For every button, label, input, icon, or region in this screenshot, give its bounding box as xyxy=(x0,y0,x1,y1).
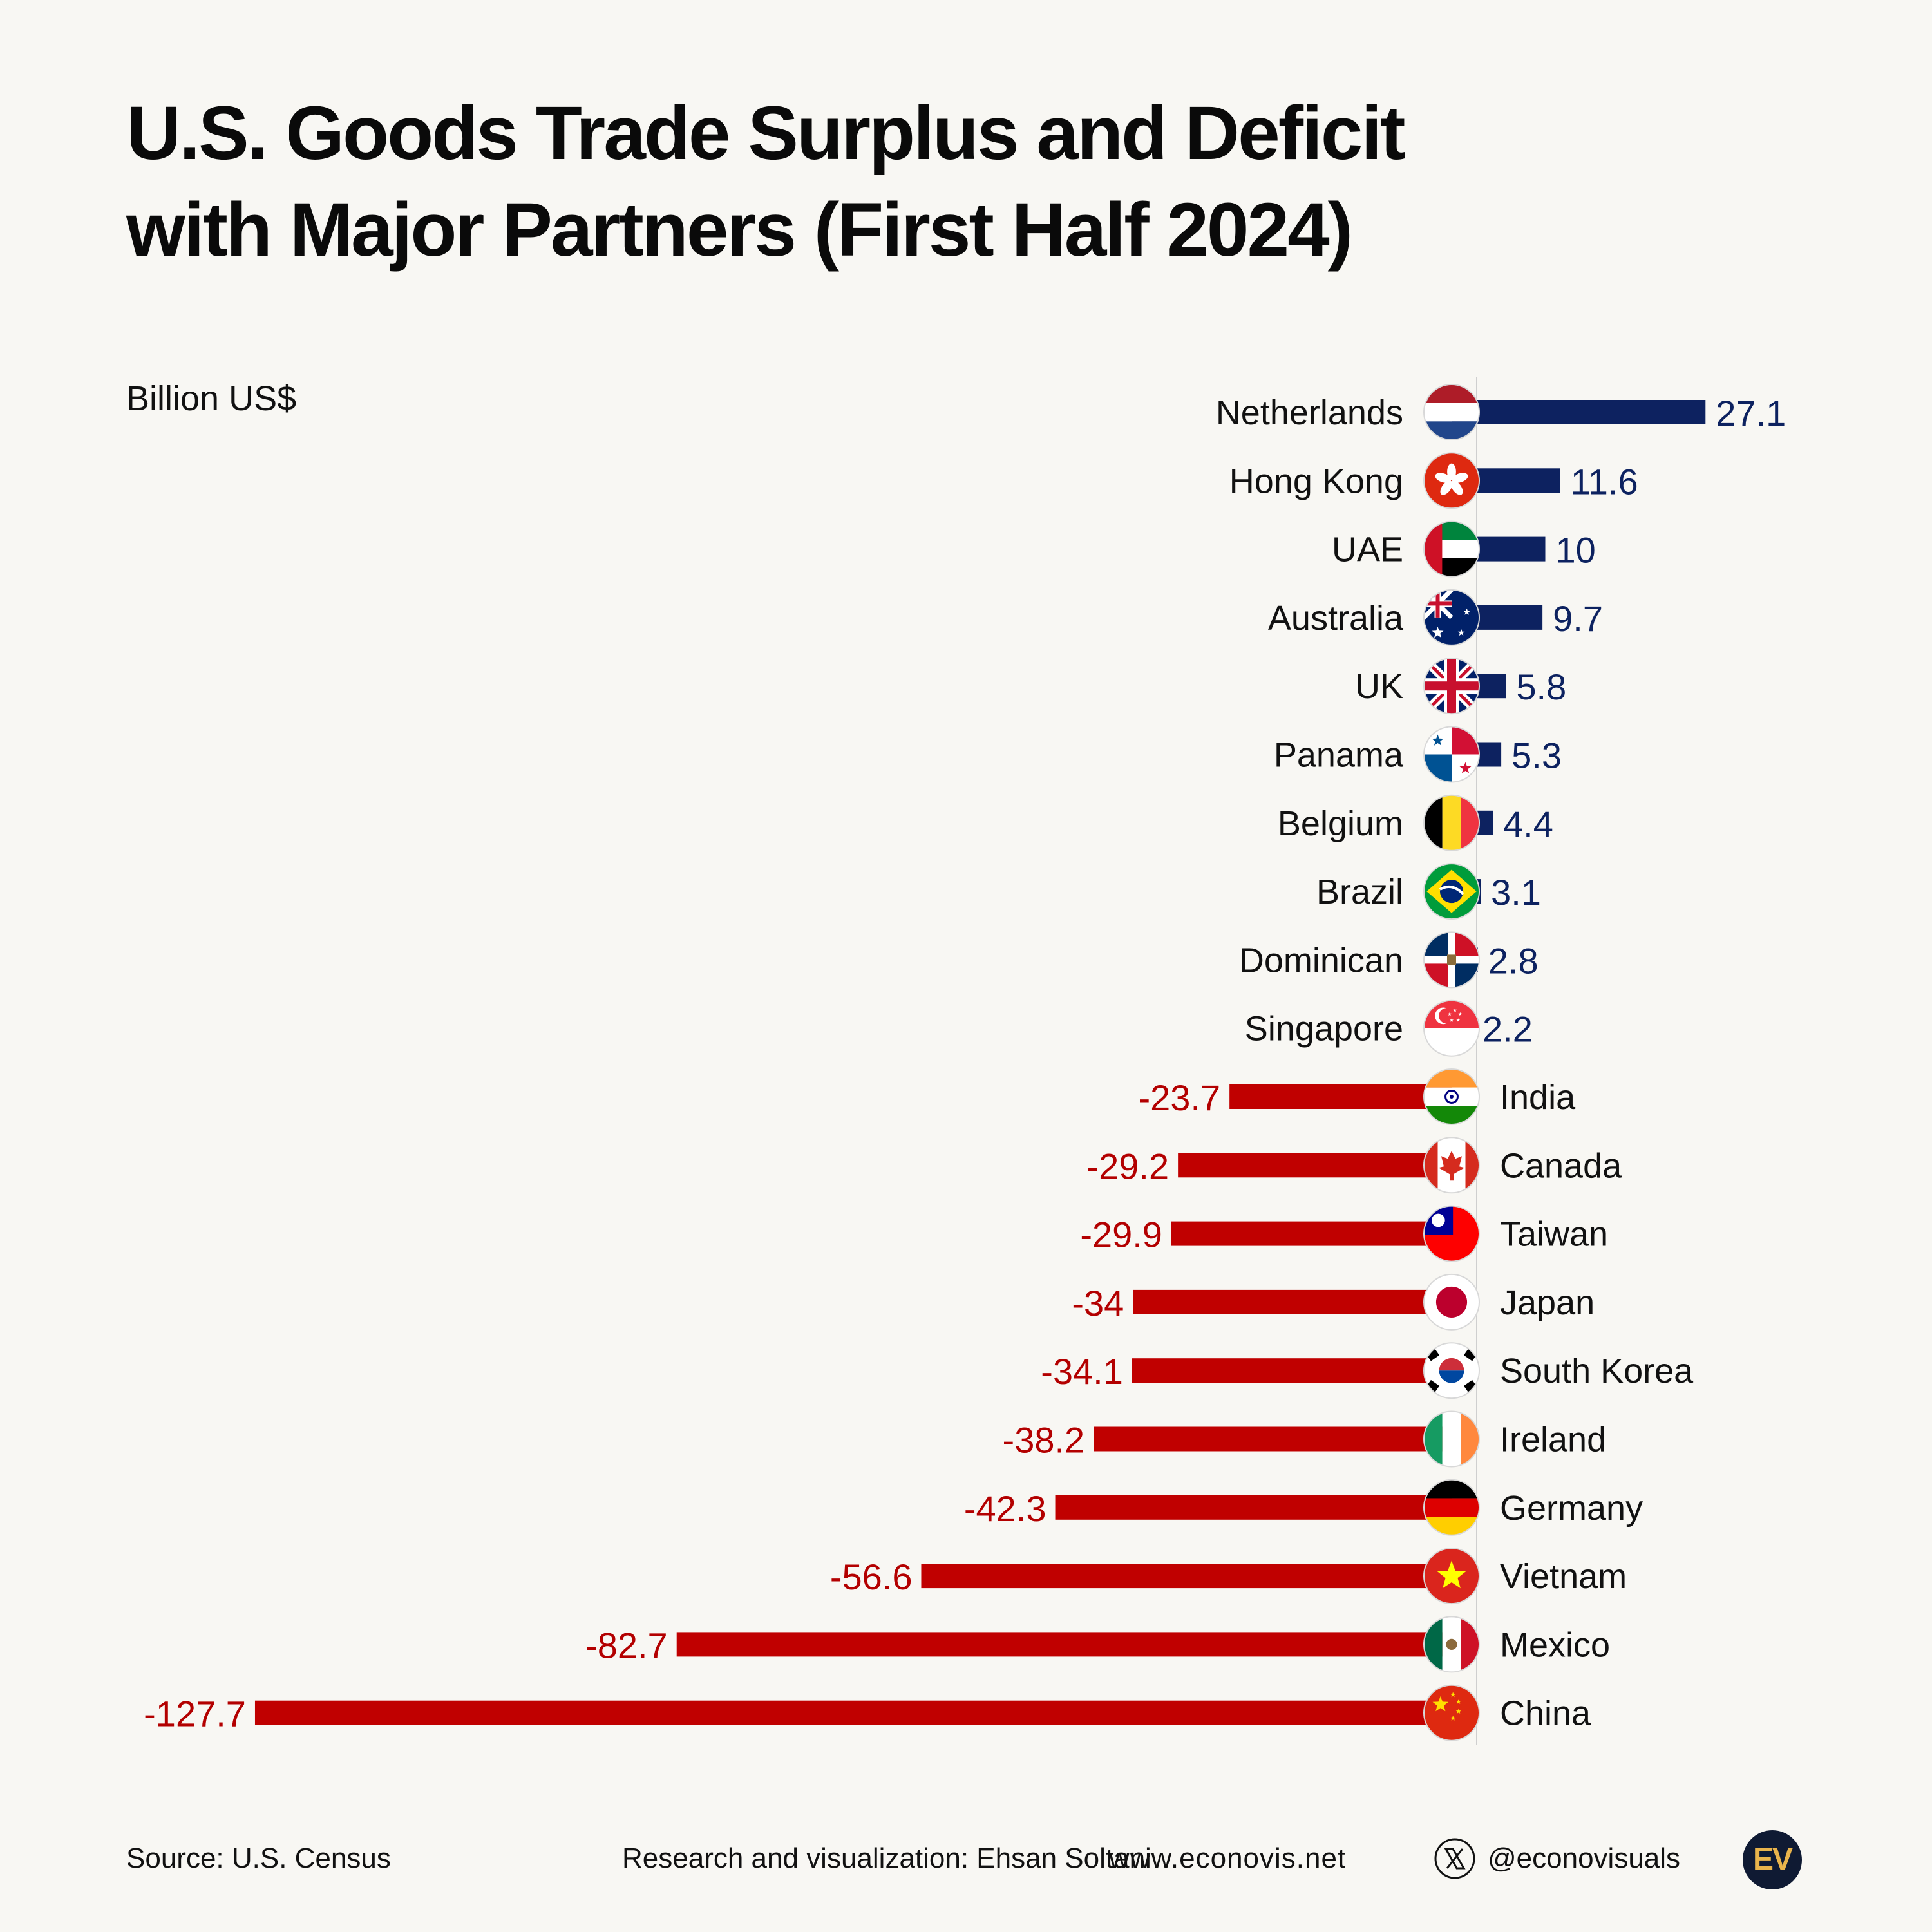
value-label-china: -127.7 xyxy=(144,1694,246,1734)
category-label-china: China xyxy=(1500,1694,1591,1733)
category-label-germany: Germany xyxy=(1500,1489,1643,1528)
category-label-panama: Panama xyxy=(1274,736,1404,775)
netherlands-flag-icon xyxy=(1423,384,1480,440)
india-flag-icon xyxy=(1423,1068,1480,1125)
category-label-canada: Canada xyxy=(1500,1146,1622,1185)
bar-taiwan xyxy=(1171,1221,1452,1246)
credit-note: Research and visualization: Ehsan Soltan… xyxy=(622,1842,1151,1874)
category-label-hong-kong: Hong Kong xyxy=(1229,462,1403,500)
vietnam-flag-icon xyxy=(1423,1548,1480,1605)
bar-canada xyxy=(1178,1153,1452,1178)
ireland-flag-icon xyxy=(1423,1410,1480,1468)
category-label-brazil: Brazil xyxy=(1316,873,1403,911)
bar-china xyxy=(254,1700,1452,1725)
category-label-mexico: Mexico xyxy=(1500,1625,1610,1664)
value-label-south-korea: -34.1 xyxy=(1041,1351,1123,1392)
value-label-taiwan: -29.9 xyxy=(1080,1215,1162,1255)
uae-flag-icon xyxy=(1423,520,1480,578)
x-logo-icon[interactable] xyxy=(1434,1837,1476,1880)
category-label-netherlands: Netherlands xyxy=(1216,393,1403,432)
category-label-ireland: Ireland xyxy=(1500,1421,1606,1459)
value-label-vietnam: -56.6 xyxy=(830,1557,913,1597)
bar-india xyxy=(1229,1084,1452,1109)
canada-flag-icon xyxy=(1423,1137,1480,1194)
category-label-taiwan: Taiwan xyxy=(1500,1215,1608,1254)
bar-ireland xyxy=(1094,1426,1452,1452)
category-label-vietnam: Vietnam xyxy=(1500,1557,1627,1596)
bar-chart: Netherlands 27.1 Hong Kong 11.6 UAE 10 Austral… xyxy=(144,377,1786,1745)
value-label-mexico: -82.7 xyxy=(585,1625,668,1665)
japan-flag-icon xyxy=(1423,1273,1480,1331)
value-label-japan: -34 xyxy=(1072,1283,1124,1323)
website-link[interactable]: www.econovis.net xyxy=(1109,1842,1347,1874)
value-label-uae: 10 xyxy=(1556,530,1596,571)
source-note: Source: U.S. Census xyxy=(126,1842,391,1874)
category-label-dominican: Dominican xyxy=(1239,941,1403,980)
china-flag-icon xyxy=(1423,1684,1480,1741)
value-label-belgium: 4.4 xyxy=(1503,804,1553,844)
singapore-flag-icon xyxy=(1423,999,1480,1057)
value-label-india: -23.7 xyxy=(1139,1077,1221,1118)
australia-flag-icon xyxy=(1423,589,1480,646)
value-label-panama: 5.3 xyxy=(1511,735,1562,776)
category-label-uae: UAE xyxy=(1332,531,1403,569)
value-label-brazil: 3.1 xyxy=(1491,872,1541,913)
value-label-singapore: 2.2 xyxy=(1482,1009,1533,1050)
uk-flag-icon xyxy=(1423,658,1480,715)
bar-germany xyxy=(1055,1495,1452,1520)
hong-kong-flag-icon xyxy=(1423,452,1480,509)
value-label-ireland: -38.2 xyxy=(1003,1420,1085,1461)
category-label-japan: Japan xyxy=(1500,1283,1595,1322)
mexico-flag-icon xyxy=(1423,1616,1480,1673)
unit-label: Billion US$ xyxy=(126,379,297,418)
chart-title: U.S. Goods Trade Surplus and Deficit wit… xyxy=(126,85,1414,278)
social-handle[interactable]: @econovisuals xyxy=(1488,1842,1681,1874)
value-label-canada: -29.2 xyxy=(1086,1146,1169,1186)
category-label-india: India xyxy=(1500,1078,1576,1117)
bar-south-korea xyxy=(1132,1358,1452,1383)
brazil-flag-icon xyxy=(1423,863,1480,920)
category-label-australia: Australia xyxy=(1268,599,1404,638)
value-label-hong-kong: 11.6 xyxy=(1571,461,1638,502)
bar-japan xyxy=(1133,1289,1452,1314)
title-line-2: with Major Partners (First Half 2024) xyxy=(126,187,1353,272)
taiwan-flag-icon xyxy=(1423,1205,1480,1262)
econovis-logo: EV xyxy=(1743,1830,1802,1889)
value-label-uk: 5.8 xyxy=(1516,667,1566,707)
value-label-netherlands: 27.1 xyxy=(1716,393,1786,433)
panama-flag-icon xyxy=(1423,726,1480,783)
title-line-1: U.S. Goods Trade Surplus and Deficit xyxy=(126,91,1406,176)
south-korea-flag-icon xyxy=(1423,1342,1480,1399)
dominican-flag-icon xyxy=(1423,931,1480,989)
value-label-australia: 9.7 xyxy=(1553,598,1603,639)
value-label-dominican: 2.8 xyxy=(1488,940,1539,981)
category-label-belgium: Belgium xyxy=(1278,804,1403,843)
bar-mexico xyxy=(676,1632,1452,1657)
bar-netherlands xyxy=(1452,400,1706,424)
category-label-south-korea: South Korea xyxy=(1500,1352,1694,1390)
category-label-singapore: Singapore xyxy=(1245,1010,1403,1048)
category-label-uk: UK xyxy=(1355,667,1403,706)
value-label-germany: -42.3 xyxy=(964,1488,1046,1529)
germany-flag-icon xyxy=(1423,1479,1480,1536)
belgium-flag-icon xyxy=(1423,794,1480,851)
bar-vietnam xyxy=(921,1564,1452,1589)
